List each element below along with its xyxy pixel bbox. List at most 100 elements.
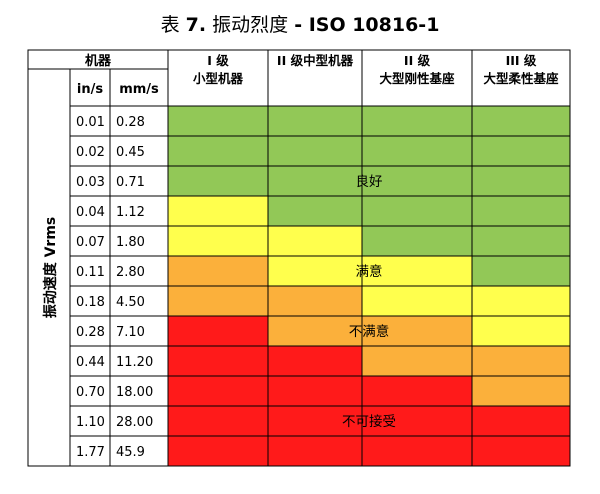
table-title: 表 7. 振动烈度 - ISO 10816-1 xyxy=(0,10,600,37)
zone-cell xyxy=(167,195,269,227)
ins-value: 0.07 xyxy=(76,235,105,250)
mms-value: 28.00 xyxy=(116,415,153,430)
ins-cell xyxy=(69,345,111,377)
zone-cell xyxy=(471,195,571,227)
mms-value: 1.12 xyxy=(116,205,145,220)
ins-value: 0.01 xyxy=(76,115,105,130)
ins-value: 0.28 xyxy=(76,325,105,340)
title-standard: - ISO 10816-1 xyxy=(294,14,440,36)
title-number: 7. xyxy=(185,14,207,36)
zone-cell xyxy=(471,405,571,437)
mms-value: 4.50 xyxy=(116,295,145,310)
zone-cell xyxy=(267,315,363,347)
zone-cell xyxy=(471,345,571,377)
zone-cell xyxy=(361,105,473,137)
zone-cell xyxy=(167,285,269,317)
zone-cell xyxy=(471,315,571,347)
mms-value: 18.00 xyxy=(116,385,153,400)
zone-cell xyxy=(361,435,473,467)
ins-cell xyxy=(69,225,111,257)
zone-cell xyxy=(167,165,269,197)
zone-cell xyxy=(267,225,363,257)
zone-cell xyxy=(471,375,571,407)
axis-column xyxy=(27,68,71,467)
zone-cell xyxy=(471,255,571,287)
zone-cell xyxy=(167,135,269,167)
zone-cell xyxy=(167,435,269,467)
zone-cell xyxy=(267,195,363,227)
ins-cell xyxy=(69,195,111,227)
mms-cell xyxy=(109,285,169,317)
zone-cell xyxy=(267,165,363,197)
title-name: 振动烈度 xyxy=(212,14,289,36)
ins-cell xyxy=(69,315,111,347)
zone-cell xyxy=(267,435,363,467)
zone-cell xyxy=(167,225,269,257)
zone-label-satisfactory: 满意 xyxy=(356,263,383,280)
zone-cell xyxy=(267,375,363,407)
mms-header-cell xyxy=(109,68,169,107)
zone-label-good: 良好 xyxy=(356,174,383,190)
mms-value: 2.80 xyxy=(116,265,145,280)
class-header-line2: 小型机器 xyxy=(192,71,244,86)
mms-cell xyxy=(109,345,169,377)
zone-cell xyxy=(361,195,473,227)
mms-value: 11.20 xyxy=(116,355,153,370)
zone-cell xyxy=(267,105,363,137)
mms-value: 45.9 xyxy=(116,445,145,460)
mms-cell xyxy=(109,135,169,167)
class-header-line1: I 级 xyxy=(207,53,229,68)
zone-cell xyxy=(167,105,269,137)
zone-label-unacceptable: 不可接受 xyxy=(342,413,396,430)
zone-cell xyxy=(361,375,473,407)
zone-cell xyxy=(471,285,571,317)
class-header-line1: II 级 xyxy=(404,53,431,68)
zone-cell xyxy=(267,255,363,287)
ins-header-cell xyxy=(69,68,111,107)
zone-cell xyxy=(361,225,473,257)
ins-value: 0.04 xyxy=(76,205,105,220)
ins-value: 0.03 xyxy=(76,175,105,190)
mms-cell xyxy=(109,435,169,467)
zone-cell xyxy=(267,135,363,167)
zone-cell xyxy=(361,255,473,287)
mms-cell xyxy=(109,255,169,287)
ins-value: 0.44 xyxy=(76,355,105,370)
ins-cell xyxy=(69,375,111,407)
zone-cell xyxy=(361,285,473,317)
ins-value: 0.02 xyxy=(76,145,105,160)
zone-cell xyxy=(471,165,571,197)
zone-cell xyxy=(267,345,363,377)
zone-cell xyxy=(267,285,363,317)
class-header-cell xyxy=(267,49,363,107)
class-header-line2: 大型刚性基座 xyxy=(379,71,455,86)
class-header-line2: 大型柔性基座 xyxy=(483,71,559,86)
zone-cell xyxy=(267,405,363,437)
mms-cell xyxy=(109,165,169,197)
class-header-cell xyxy=(167,49,269,107)
mms-cell xyxy=(109,405,169,437)
zone-cell xyxy=(167,375,269,407)
ins-header: in/s xyxy=(77,82,103,97)
zone-cell xyxy=(167,315,269,347)
mms-cell xyxy=(109,195,169,227)
axis-label: 振动速度 Vrms xyxy=(42,217,59,319)
class-header-cell xyxy=(361,49,473,107)
class-header-line1: III 级 xyxy=(506,53,537,68)
mms-value: 0.45 xyxy=(116,145,145,160)
zone-cell xyxy=(361,405,473,437)
ins-value: 0.11 xyxy=(76,265,105,280)
mms-value: 0.28 xyxy=(116,115,145,130)
zone-cell xyxy=(167,405,269,437)
class-header-cell xyxy=(471,49,571,107)
zone-cell xyxy=(167,255,269,287)
mms-cell xyxy=(109,315,169,347)
machines-header: 机器 xyxy=(85,53,112,69)
ins-value: 0.70 xyxy=(76,385,105,400)
zone-cell xyxy=(167,345,269,377)
zone-cell xyxy=(471,135,571,167)
zone-cell xyxy=(471,105,571,137)
zone-label-unsatisfactory: 不满意 xyxy=(349,323,390,340)
ins-value: 1.77 xyxy=(76,445,105,460)
